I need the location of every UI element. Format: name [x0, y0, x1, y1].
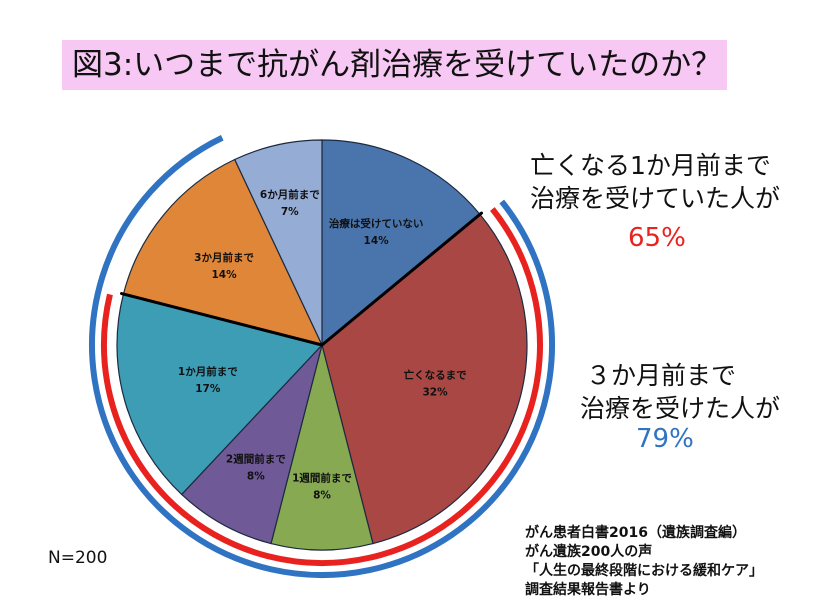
- source-line-1: がん患者白書2016（遺族調査編）: [525, 525, 746, 541]
- pie-slices: [116, 139, 528, 551]
- pie-slice-1: [321, 213, 528, 545]
- slice-value-label-1: 32%: [423, 387, 449, 399]
- slice-labels: 治療は受けていない 14% 亡くなるまで 32% 1週間前まで 8% 2週間前まで 8% 1か月…: [178, 188, 467, 501]
- source-line-2: がん遺族200人の声: [525, 544, 653, 560]
- pie-slice-2: [270, 344, 374, 551]
- annotation-1-line1: 亡くなる1か月前まで: [530, 151, 771, 180]
- slice-value-label-5: 14%: [211, 269, 237, 281]
- chart-title: 図3:いつまで抗がん剤治療を受けていたのか？: [72, 47, 723, 83]
- annotation-1-percent: 65%: [628, 223, 686, 253]
- slice-label-6: 6か月前まで: [260, 188, 320, 201]
- slice-value-label-6: 7%: [281, 206, 299, 218]
- pie-slice-4: [116, 293, 324, 496]
- pie-slice-6: [233, 139, 323, 346]
- slice-value-label-0: 14%: [364, 235, 390, 247]
- group-divider-65: [120, 292, 324, 347]
- slice-value-label-4: 17%: [195, 383, 221, 395]
- source-line-4: 調査結果報告書より: [525, 582, 651, 598]
- source-line-3: 「人生の最終段階における緩和ケア」: [525, 563, 763, 579]
- highlight-arc-79: [89, 135, 555, 578]
- slice-label-4: 1か月前まで: [178, 365, 238, 378]
- pie-slice-0: [321, 139, 481, 347]
- slice-label-0: 治療は受けていない: [329, 217, 424, 230]
- slice-label-2: 1週間前まで: [292, 471, 352, 484]
- annotation-2-percent: 79%: [636, 424, 694, 454]
- pie-slice-5: [122, 158, 324, 346]
- annotation-2-line1: ３か月前まで: [586, 361, 737, 390]
- annotation-2-line2: 治療を受けた人が: [580, 394, 781, 423]
- annotation-1-line2: 治療を受けていた人が: [530, 184, 781, 213]
- slice-label-5: 3か月前まで: [194, 251, 254, 264]
- slice-label-3: 2週間前まで: [226, 452, 286, 465]
- title-background: [62, 40, 727, 90]
- sample-size: N=200: [48, 548, 108, 568]
- source-note: がん患者白書2016（遺族調査編） がん遺族200人の声 「人生の最終段階におけ…: [525, 524, 763, 600]
- highlight-arc-65: [101, 207, 543, 566]
- highlight-arcs: [89, 135, 555, 578]
- slice-label-1: 亡くなるまで: [404, 369, 467, 382]
- slice-value-label-3: 8%: [247, 470, 265, 482]
- group-divider-start: [320, 211, 483, 347]
- slice-value-label-2: 8%: [313, 489, 331, 501]
- pie-slice-3: [180, 344, 323, 545]
